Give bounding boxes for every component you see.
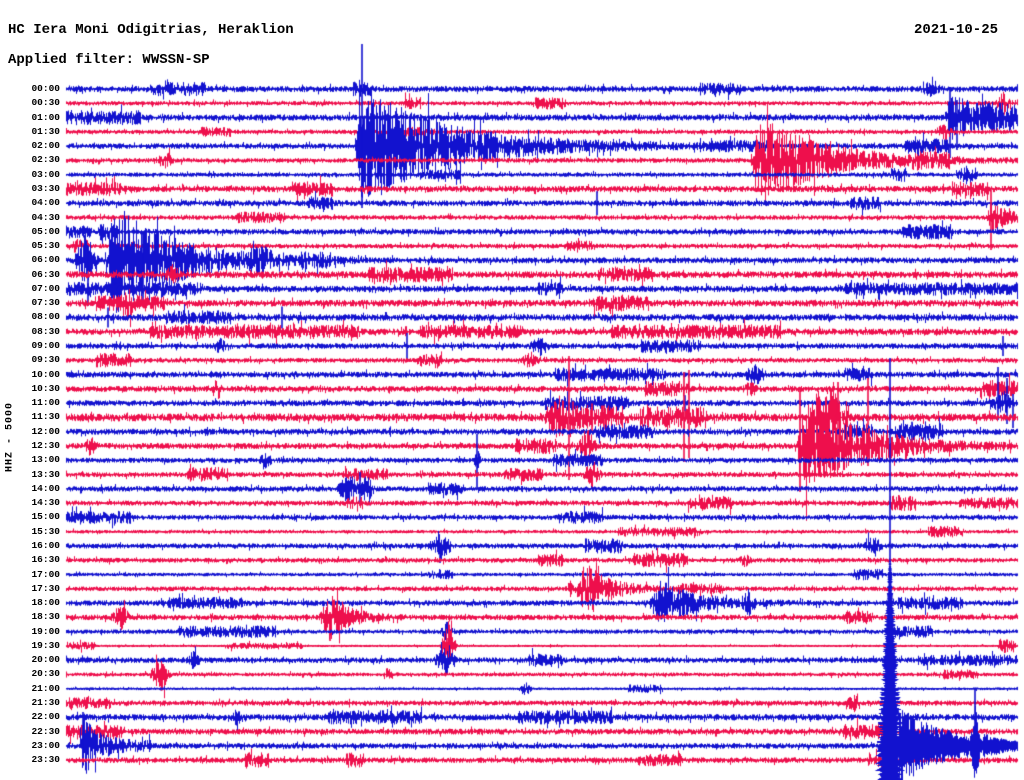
time-label: 15:30 (31, 525, 60, 537)
time-label: 12:00 (31, 425, 60, 437)
time-label: 23:30 (31, 754, 60, 766)
time-label: 14:30 (31, 497, 60, 509)
time-label: 07:00 (31, 282, 60, 294)
time-label: 16:00 (31, 539, 60, 551)
time-label: 14:00 (31, 482, 60, 494)
time-label: 21:00 (31, 682, 60, 694)
time-label: 03:00 (31, 168, 60, 180)
time-label: 05:00 (31, 225, 60, 237)
time-label: 04:00 (31, 197, 60, 209)
time-label: 13:00 (31, 454, 60, 466)
time-label: 06:30 (31, 268, 60, 280)
time-label: 12:30 (31, 440, 60, 451)
time-label: 22:00 (31, 711, 60, 723)
time-label: 01:30 (31, 125, 60, 137)
time-label: 11:30 (31, 411, 60, 423)
time-label: 17:00 (31, 568, 60, 580)
time-label: 21:30 (31, 697, 60, 709)
time-label: 11:00 (31, 397, 60, 409)
time-label: 18:00 (31, 597, 60, 609)
time-label: 18:30 (31, 611, 60, 623)
time-label: 17:30 (31, 582, 60, 594)
time-label: 06:00 (31, 254, 60, 266)
time-label: 05:30 (31, 240, 60, 252)
time-label: 10:00 (31, 368, 60, 380)
time-label: 04:30 (31, 211, 60, 223)
time-label: 16:30 (31, 554, 60, 566)
time-label: 23:00 (31, 739, 60, 751)
time-label: 03:30 (31, 182, 60, 194)
time-label: 07:30 (31, 297, 60, 309)
time-label: 00:30 (31, 97, 60, 109)
time-label: 20:00 (31, 654, 60, 666)
time-label: 22:30 (31, 725, 60, 737)
filter-label: Applied filter: WWSSN-SP (8, 52, 210, 68)
time-label: 08:30 (31, 325, 60, 337)
time-label: 09:00 (31, 340, 60, 352)
time-label: 02:30 (31, 154, 60, 166)
time-label: 19:30 (31, 639, 60, 651)
time-label: 09:30 (31, 354, 60, 366)
time-label: 00:00 (31, 83, 60, 94)
time-label: 10:30 (31, 382, 60, 394)
time-label: 01:00 (31, 111, 60, 123)
date-label: 2021-10-25 (914, 22, 999, 38)
time-label: 08:00 (31, 311, 60, 323)
time-label: 13:30 (31, 468, 60, 480)
time-label: 20:30 (31, 668, 60, 680)
station-title: HC Iera Moni Odigitrias, Heraklion (8, 22, 294, 38)
time-label: 19:00 (31, 625, 60, 637)
time-label: 15:00 (31, 511, 60, 523)
time-label: 02:00 (31, 140, 60, 152)
